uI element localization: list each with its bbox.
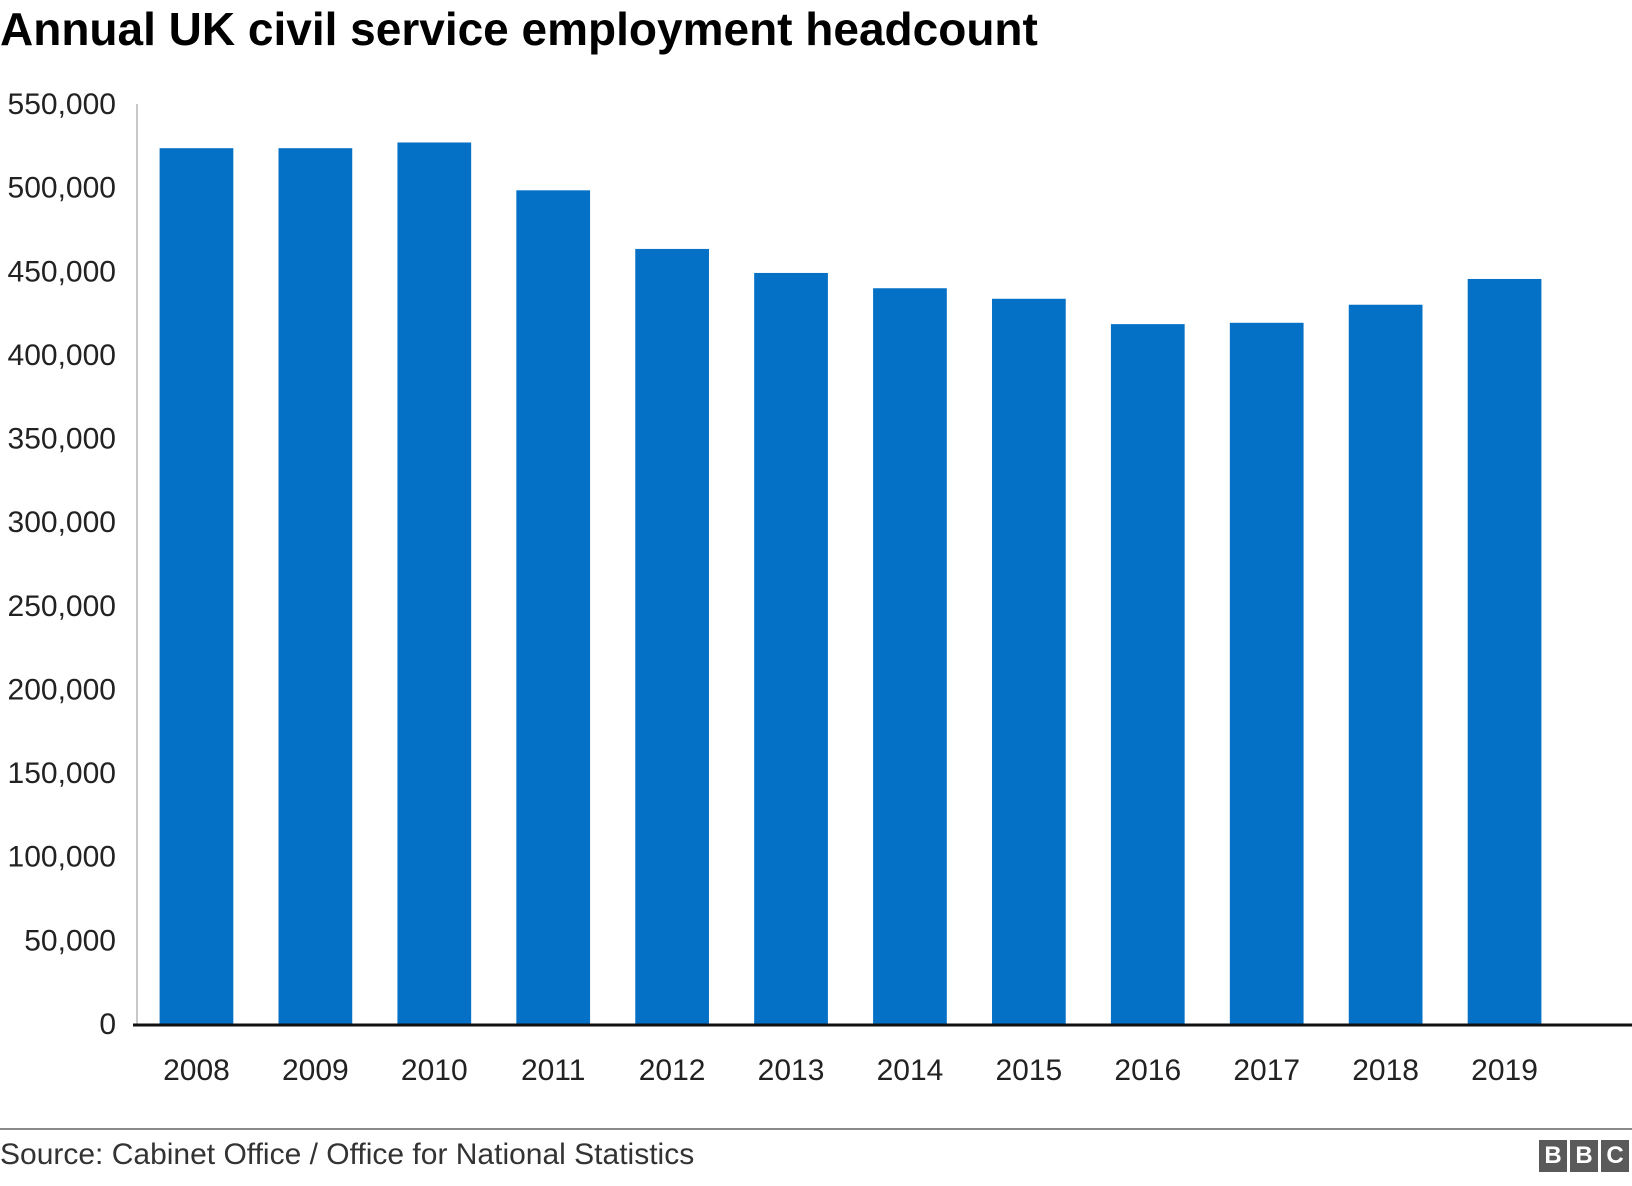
- bbc-logo-letter: B: [1570, 1140, 1598, 1172]
- x-axis: 2008 2009 2010 2011 2012 2013 2014 2015 2016 2017…: [133, 1023, 1632, 1087]
- x-tick-label: 2011: [521, 1054, 586, 1087]
- x-tick-label: 2012: [639, 1054, 706, 1087]
- chart-title: Annual UK civil service employment headc…: [0, 3, 1038, 55]
- bar-2011: [516, 190, 591, 1024]
- x-tick-label: 2018: [1352, 1054, 1419, 1087]
- x-tick-label: 2010: [401, 1054, 468, 1087]
- bar-2013: [754, 272, 828, 1025]
- bars: [159, 142, 1542, 1025]
- x-tick-label: 2016: [1114, 1054, 1181, 1087]
- y-tick-label: 400,000: [8, 339, 116, 372]
- bar-2019: [1467, 278, 1542, 1024]
- x-tick-label: 2019: [1471, 1054, 1538, 1087]
- bar-2018: [1348, 304, 1423, 1024]
- x-tick-label: 2013: [758, 1054, 825, 1087]
- bar-2012: [635, 248, 709, 1024]
- bar-2009: [278, 148, 353, 1024]
- x-tick-label: 2017: [1233, 1054, 1300, 1087]
- bar-2017: [1229, 322, 1304, 1024]
- bar-2015: [992, 298, 1066, 1025]
- bbc-logo-letter: C: [1601, 1140, 1629, 1172]
- y-tick-label: 0: [99, 1008, 116, 1041]
- footer-divider: [0, 1128, 1632, 1130]
- bar-2008: [159, 148, 234, 1024]
- y-tick-label: 150,000: [8, 757, 116, 790]
- y-tick-label: 100,000: [8, 841, 116, 874]
- bar-2016: [1110, 324, 1185, 1024]
- bar-2014: [873, 288, 947, 1024]
- bbc-logo-letter: B: [1539, 1140, 1567, 1172]
- x-tick-label: 2009: [282, 1054, 349, 1087]
- y-axis: 0 50,000 100,000 150,000 200,000 250,000 300,0…: [8, 88, 138, 1041]
- x-tick-label: 2008: [163, 1054, 230, 1087]
- x-tick-label: 2015: [996, 1054, 1063, 1087]
- y-tick-label: 350,000: [8, 423, 116, 456]
- y-tick-label: 450,000: [8, 255, 116, 288]
- bar-2010: [397, 142, 472, 1025]
- source-note: Source: Cabinet Office / Office for Nati…: [0, 1138, 695, 1171]
- y-tick-label: 250,000: [8, 590, 116, 623]
- y-tick-label: 300,000: [8, 506, 116, 539]
- y-tick-label: 550,000: [8, 88, 116, 121]
- bbc-logo: B B C: [1539, 1140, 1629, 1172]
- y-tick-label: 200,000: [8, 673, 116, 706]
- y-tick-label: 500,000: [8, 172, 116, 205]
- x-tick-label: 2014: [877, 1054, 944, 1087]
- y-tick-label: 50,000: [24, 924, 116, 957]
